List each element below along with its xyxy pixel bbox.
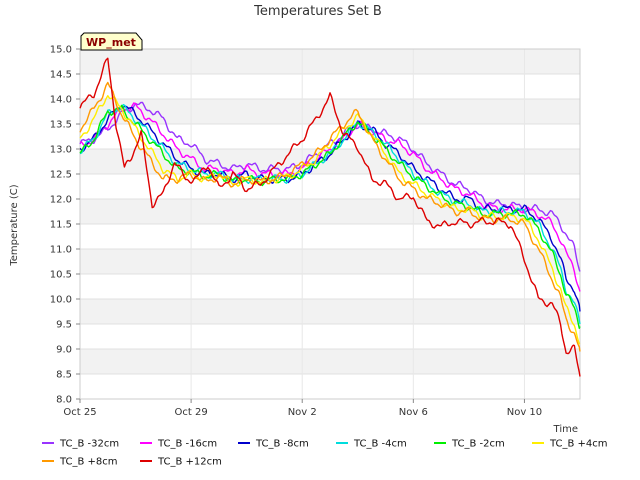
y-axis-label: Temperature (C) [9, 184, 20, 266]
y-tick-label: 9.0 [56, 345, 72, 356]
y-tick-label: 11.0 [50, 245, 72, 256]
chart-title: Temperatures Set B [253, 4, 382, 19]
y-tick-label: 13.5 [50, 120, 72, 131]
x-tick-label: Nov 2 [288, 407, 317, 418]
legend-item: TC_B -16cm [140, 439, 217, 450]
series-line [79, 101, 581, 272]
plot-band [80, 249, 580, 274]
y-tick-label: 10.0 [50, 295, 72, 306]
y-tick-label: 12.0 [50, 195, 72, 206]
legend: TC_B -32cm TC_B -16cm TC_B -8cm TC_B -4cm TC… [42, 439, 608, 468]
legend-label: TC_B -2cm [451, 439, 505, 450]
legend-label: TC_B -8cm [255, 439, 309, 450]
legend-label: TC_B -4cm [353, 439, 407, 450]
x-tick-label: Oct 29 [175, 407, 208, 418]
y-axis-ticks: 8.0 8.5 9.0 9.5 10.0 10.5 11.0 11.5 12.0 12.5 13.0… [50, 45, 80, 406]
y-tick-label: 12.5 [50, 170, 72, 181]
legend-item: TC_B -2cm [434, 439, 505, 450]
series-lines [79, 57, 581, 377]
legend-item: TC_B -32cm [42, 439, 119, 450]
y-tick-label: 8.5 [56, 370, 72, 381]
x-axis-label: Time [553, 424, 578, 435]
legend-label: TC_B +4cm [549, 439, 608, 450]
y-tick-label: 9.5 [56, 320, 72, 331]
plot-band [80, 99, 580, 124]
y-tick-label: 8.0 [56, 395, 72, 406]
x-axis-ticks: Oct 25 Oct 29 Nov 2 Nov 6 Nov 10 [63, 399, 542, 418]
legend-item: TC_B -4cm [336, 439, 407, 450]
site-badge: WP_met [80, 32, 143, 51]
x-tick-label: Nov 10 [507, 407, 542, 418]
site-badge-shape [80, 32, 143, 51]
legend-item: TC_B +8cm [42, 457, 118, 468]
site-badge-label: WP_met [86, 36, 136, 49]
legend-label: TC_B -32cm [59, 439, 119, 450]
legend-item: TC_B +4cm [532, 439, 608, 450]
y-tick-label: 11.5 [50, 220, 72, 231]
legend-label: TC_B +8cm [59, 457, 118, 468]
y-tick-label: 10.5 [50, 270, 72, 281]
series-line [79, 104, 581, 329]
y-tick-label: 14.5 [50, 70, 72, 81]
y-tick-label: 13.0 [50, 145, 72, 156]
x-tick-label: Nov 6 [399, 407, 428, 418]
x-tick-label: Oct 25 [63, 407, 96, 418]
y-tick-label: 15.0 [50, 45, 72, 56]
plot-band [80, 49, 580, 74]
series-line [79, 103, 581, 325]
plot-background-bands [80, 49, 580, 374]
legend-item: TC_B +12cm [140, 457, 222, 468]
y-tick-label: 14.0 [50, 95, 72, 106]
legend-label: TC_B +12cm [157, 457, 222, 468]
legend-item: TC_B -8cm [238, 439, 309, 450]
series-line [79, 81, 581, 352]
plot-band [80, 299, 580, 324]
series-line [79, 57, 581, 377]
plot-band [80, 349, 580, 374]
legend-label: TC_B -16cm [157, 439, 217, 450]
